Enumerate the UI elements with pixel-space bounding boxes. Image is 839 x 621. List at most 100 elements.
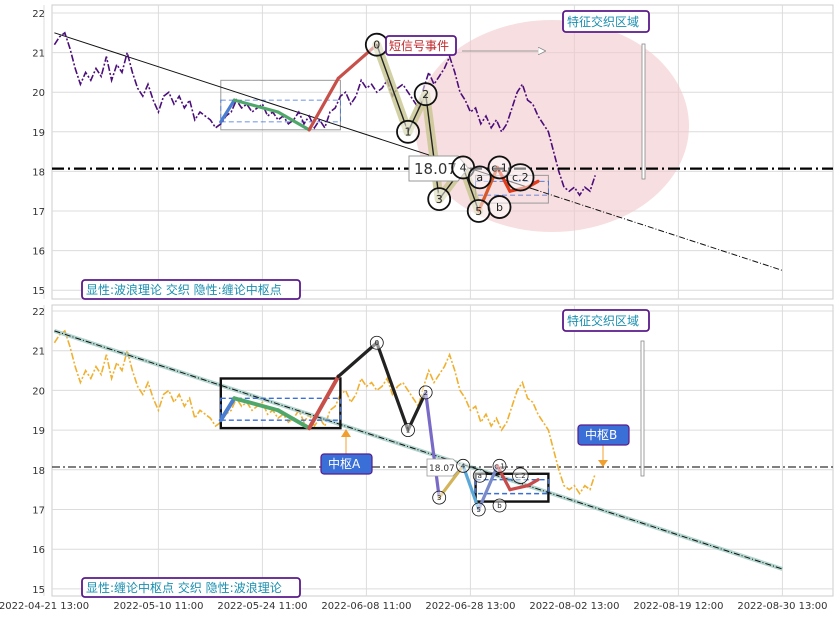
y-tick-label: 16	[32, 545, 45, 556]
wave-marker-circle	[471, 502, 486, 517]
wave-segment	[375, 341, 410, 432]
y-tick-label: 15	[32, 585, 45, 596]
bottom-caption-text: 显性:缠论中枢点 交织 隐性:波浪理论	[86, 580, 282, 595]
x-tick-label: 2022-05-24 11:00	[217, 601, 307, 612]
top-region-callout: 特征交织区域	[562, 10, 650, 33]
wave-segment	[525, 478, 540, 488]
pivot-b-box	[577, 424, 630, 446]
wave-marker-circle	[487, 195, 512, 219]
bottom-region-callout: 特征交织区域	[562, 309, 650, 332]
signal-callout-box	[385, 35, 457, 56]
y-tick-label: 17	[32, 506, 45, 517]
pivot-b-callout: 中枢B	[577, 424, 630, 467]
wave-marker-label: c.1	[494, 462, 505, 470]
x-tick-label: 2022-05-10 11:00	[113, 601, 203, 612]
wave-segment	[307, 76, 340, 132]
pivot-a-label: 中枢A	[328, 456, 361, 471]
y-tick-label: 21	[32, 49, 45, 60]
wave-marker-circle	[512, 467, 529, 484]
wave-marker-label: a	[476, 171, 483, 184]
wave-marker-label: 4	[461, 462, 466, 470]
wave-segment	[218, 396, 237, 423]
wave-segment	[276, 408, 312, 431]
wave-segment	[336, 341, 379, 379]
region-pointer	[641, 43, 646, 180]
x-tick-label: 2022-04-21 13:00	[0, 601, 89, 612]
y-tick-label: 19	[32, 128, 45, 139]
top-region-callout-text: 特征交织区域	[567, 14, 639, 29]
wave-marker-label: 2	[422, 88, 429, 101]
wave-marker-label: 0	[375, 339, 379, 347]
top-wave-markers: 0 1 2 3 4 5 a b c.2 c.1	[364, 32, 535, 223]
wave-segment	[424, 93, 440, 200]
bottom-region-callout-box	[562, 309, 650, 332]
wave-marker-circle	[492, 458, 507, 473]
y-tick-label: 22	[32, 307, 45, 318]
pivot-b-arrowhead	[598, 460, 608, 467]
y-tick-label: 19	[32, 426, 45, 437]
wave-marker-label: b	[497, 502, 502, 510]
wave-marker-circle	[472, 468, 487, 483]
bottom-panel-frame	[51, 304, 834, 597]
wave-marker-label: 4	[460, 161, 467, 174]
wave-segment	[276, 110, 311, 132]
top-price-series	[53, 31, 596, 197]
x-tick-label: 2022-06-08 11:00	[321, 601, 411, 612]
bottom-wave-markers: 0 1 2 3 4 5 a b c.2 c.1	[369, 335, 529, 517]
wave-segment	[232, 396, 280, 413]
wave-marker-circle	[413, 82, 438, 107]
y-tick-label: 16	[32, 247, 45, 258]
wave-segment	[307, 374, 341, 431]
wave-marker-label: 0	[373, 39, 380, 52]
bottom-price-label-text: 18.07	[429, 464, 455, 474]
bottom-price-label: 18.07	[426, 458, 462, 477]
y-tick-label: 20	[32, 88, 45, 99]
x-tick-label: 2022-08-30 13:00	[737, 601, 827, 612]
signal-callout: 短信号事件	[385, 35, 457, 56]
signal-callout-text: 短信号事件	[389, 39, 449, 53]
wave-segment	[424, 390, 441, 500]
y-tick-label: 18	[32, 466, 45, 477]
y-tick-label: 18	[32, 167, 45, 178]
wave-marker-circle	[369, 335, 384, 350]
wave-segment	[232, 98, 280, 114]
wave-marker-label: 1	[406, 427, 410, 435]
top-caption-box	[81, 279, 301, 300]
wave-segment	[406, 390, 428, 432]
wave-segment	[508, 484, 530, 492]
bottom-caption: 显性:缠论中枢点 交织 隐性:波浪理论	[81, 577, 301, 598]
top-region-callout-box	[562, 10, 650, 33]
bottom-y-tick-labels: 15 16 17 18 19 20 21 22	[32, 307, 45, 596]
wave-marker-label: 2	[423, 389, 427, 397]
x-tick-label: 2022-08-02 13:00	[529, 601, 619, 612]
top-caption: 显性:波浪理论 交织 隐性:缠论中枢点	[81, 279, 301, 300]
wave-marker-label: 1	[405, 126, 412, 139]
x-tick-labels: 2022-04-21 13:00 2022-05-10 11:00 2022-05-…	[0, 601, 827, 612]
top-price-label-text: 18.07	[414, 160, 457, 178]
x-tick-label: 2022-06-28 13:00	[425, 601, 515, 612]
wave-marker-circle	[506, 163, 535, 192]
wave-marker-circle	[427, 187, 452, 212]
x-tick-label: 2022-08-19 12:00	[633, 601, 723, 612]
top-y-tick-labels: 15 16 17 18 19 20 21 22	[32, 9, 45, 297]
wave-marker-circle	[396, 119, 420, 144]
wave-marker-label: 5	[476, 506, 480, 514]
y-tick-label: 17	[32, 207, 45, 218]
wave-segment	[219, 98, 236, 124]
pivot-b-label: 中枢B	[585, 427, 617, 442]
wave-marker-circle	[456, 458, 471, 473]
wave-segment	[477, 464, 500, 512]
y-tick-label: 22	[32, 9, 45, 20]
pivot-box-inner	[220, 99, 341, 123]
wave-segment	[376, 43, 409, 133]
wave-marker-circle	[467, 165, 492, 190]
y-tick-label: 20	[32, 386, 45, 397]
top-panel: 15 16 17 18 19 20 21 22 18.07 0 1 2 3 4 5 a b c.2 c.1 短信…	[32, 4, 834, 300]
wave-marker-circle	[401, 423, 415, 438]
top-caption-text: 显性:波浪理论 交织 隐性:缠论中枢点	[86, 282, 282, 297]
wave-marker-label: a	[478, 472, 482, 480]
bottom-region-callout-text: 特征交织区域	[567, 313, 639, 328]
wave-marker-circle	[492, 498, 507, 513]
